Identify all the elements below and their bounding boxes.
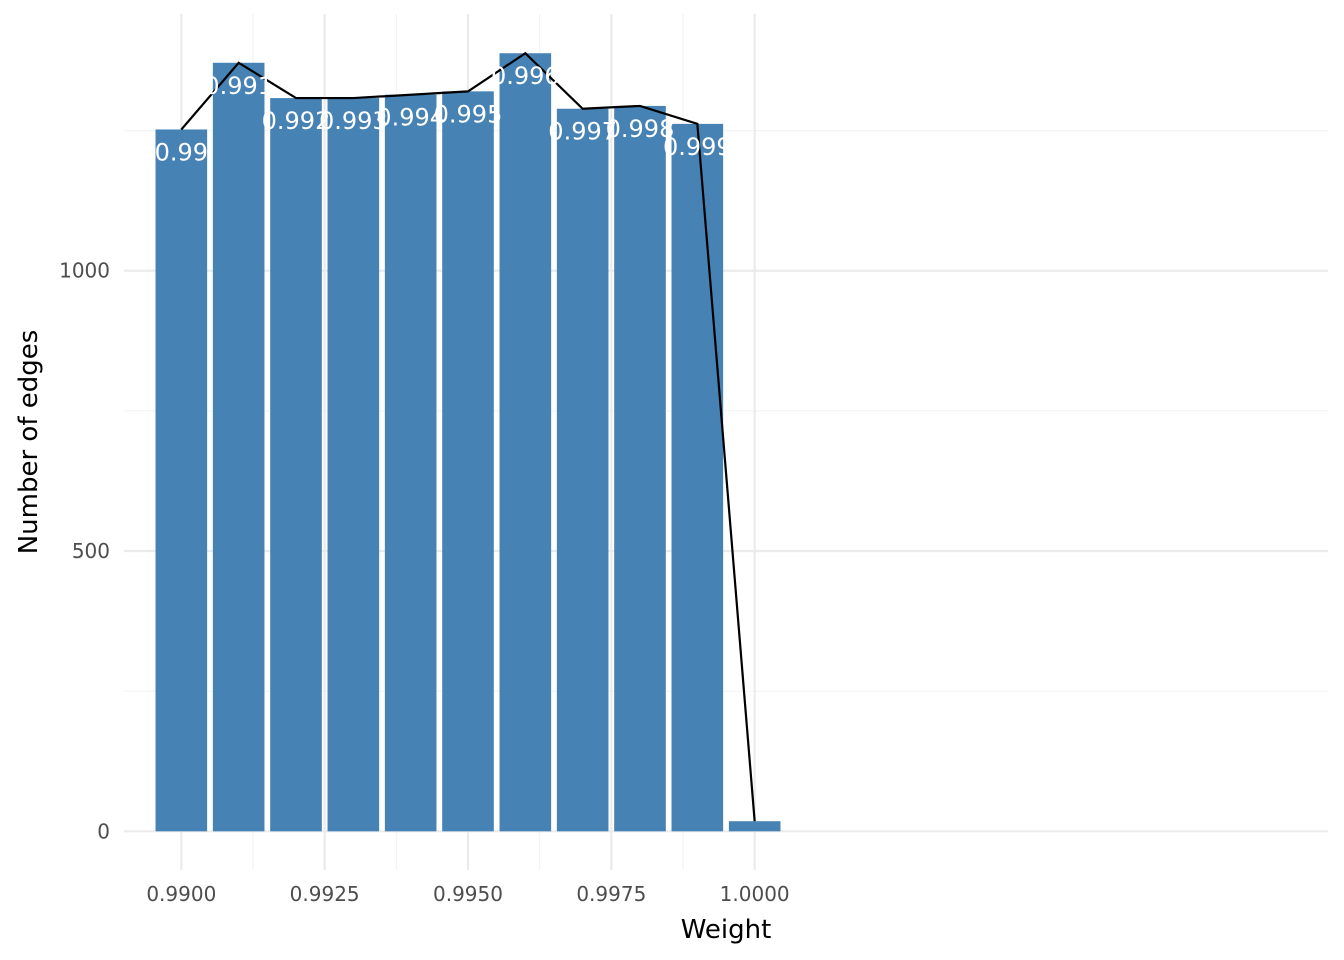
bar [728, 821, 781, 832]
grid [124, 14, 1328, 870]
x-tick-label: 0.9975 [576, 882, 646, 906]
y-tick-label: 0 [97, 819, 110, 843]
bar [270, 98, 322, 832]
x-tick-label: 0.9950 [433, 882, 503, 906]
bar [671, 123, 724, 832]
bar-value-label: 0.994 [376, 104, 445, 132]
trend-line [180, 51, 756, 822]
x-axis-title: Weight [681, 915, 772, 945]
trend-line-layer [180, 51, 756, 822]
bar-value-label: 0.991 [204, 72, 273, 100]
bar-value-label: 0.99 [155, 138, 208, 166]
bar [614, 105, 666, 832]
bar-value-label: 0.992 [262, 107, 331, 135]
bar-value-label: 0.997 [548, 118, 617, 146]
bars [155, 53, 781, 832]
bar [556, 108, 609, 832]
bar-value-label: 0.999 [663, 133, 732, 161]
bar [499, 53, 552, 832]
x-tick-label: 0.9900 [146, 882, 216, 906]
y-tick-label: 500 [72, 539, 110, 563]
axis-ticks: 0.9900 0.9925 0.9950 0.9975 1.0000 0 500 1000 [59, 259, 790, 906]
y-tick-label: 1000 [59, 259, 110, 283]
bar-value-label: 0.998 [606, 115, 675, 143]
bar [384, 94, 437, 832]
bar-value-label: 0.995 [434, 100, 503, 128]
bar-value-label: 0.996 [491, 62, 560, 90]
bar [155, 129, 208, 832]
bar-labels: 0.990.9910.9920.9930.9940.9950.9960.9970… [155, 62, 732, 166]
bar [212, 62, 265, 832]
bar [442, 91, 494, 832]
bar-value-label: 0.993 [319, 107, 388, 135]
x-tick-label: 0.9925 [290, 882, 360, 906]
x-tick-label: 1.0000 [720, 882, 790, 906]
y-axis-title: Number of edges [14, 330, 44, 555]
bar [327, 98, 380, 832]
